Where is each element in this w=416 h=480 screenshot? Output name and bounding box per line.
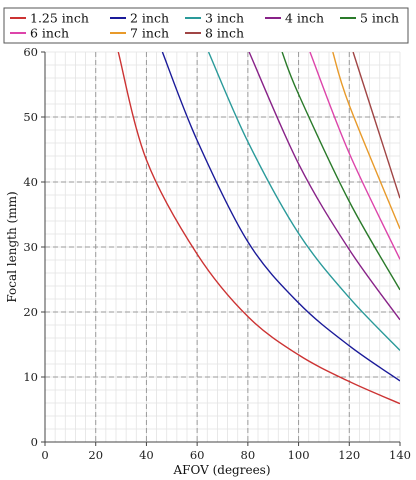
series-line-2 (161, 52, 400, 382)
legend-label-3: 3 inch (205, 11, 244, 26)
x-tick-label: 80 (241, 448, 256, 462)
y-tick-label: 30 (23, 240, 38, 254)
y-tick-label: 60 (23, 45, 38, 59)
legend: 1.25 inch 2 inch 3 inch 4 inch 5 inch 6 inch 7… (3, 7, 409, 44)
major-grid (45, 52, 400, 442)
x-tick-label: 100 (288, 448, 310, 462)
legend-label-7: 7 inch (130, 26, 169, 41)
series-line-6 (309, 52, 400, 260)
legend-label-5: 5 inch (360, 11, 399, 26)
series-line-8 (352, 52, 400, 199)
legend-label-8: 8 inch (205, 26, 244, 41)
series-line-5 (281, 52, 400, 291)
legend-box (3, 7, 409, 44)
x-tick-label: 140 (389, 448, 411, 462)
y-tick-label: 10 (23, 370, 38, 384)
legend-label-1: 1.25 inch (30, 11, 89, 26)
series-lines (117, 52, 400, 405)
y-tick-label: 50 (23, 110, 38, 124)
plot-area: 0 20 40 60 80 100 120 140 0 10 20 30 40 50 60 (23, 45, 411, 462)
series-line-1 (117, 52, 400, 405)
x-axis-title: AFOV (degrees) (172, 463, 270, 477)
y-tick-label: 0 (31, 435, 38, 449)
x-tick-label: 60 (190, 448, 205, 462)
x-tick-label: 40 (139, 448, 154, 462)
y-tick-label: 40 (23, 175, 38, 189)
y-axis-title: Focal length (mm) (5, 191, 19, 302)
legend-label-6: 6 inch (30, 26, 69, 41)
y-tick-label: 20 (23, 305, 38, 319)
series-line-4 (248, 52, 400, 321)
x-tick-label: 0 (41, 448, 48, 462)
x-tick-label: 20 (88, 448, 103, 462)
series-line-7 (332, 52, 400, 230)
x-tick-label: 120 (338, 448, 360, 462)
legend-label-4: 4 inch (285, 11, 324, 26)
series-line-3 (207, 52, 400, 351)
legend-label-2: 2 inch (130, 11, 169, 26)
